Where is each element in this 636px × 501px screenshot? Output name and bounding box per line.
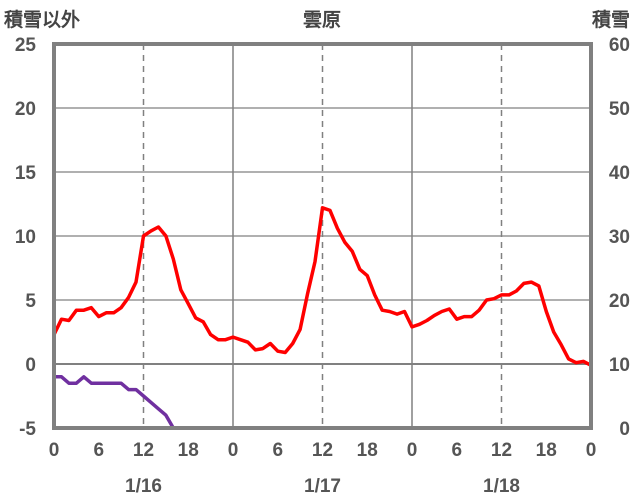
x-tick-label: 6 xyxy=(93,440,104,461)
series-layer xyxy=(52,206,593,430)
grid xyxy=(54,44,591,428)
left-axis-label: 積雪以外 xyxy=(4,8,80,31)
x-axis: 0 6 12 18 0 6 12 18 0 6 12 18 0 xyxy=(49,440,597,461)
right-y-axis: 0 10 20 30 40 50 60 xyxy=(609,35,630,440)
x-tick-label: 0 xyxy=(49,440,60,461)
right-tick-label: 50 xyxy=(609,99,630,120)
right-tick-label: 60 xyxy=(609,35,630,56)
day-label: 1/18 xyxy=(483,476,520,497)
day-labels: 1/16 1/17 1/18 xyxy=(125,476,520,497)
right-tick-label: 40 xyxy=(609,163,630,184)
right-tick-label: 20 xyxy=(609,291,630,312)
right-tick-label: 0 xyxy=(619,419,630,440)
left-tick-label: 20 xyxy=(15,99,36,120)
x-tick-label: 12 xyxy=(491,440,512,461)
left-tick-label: 5 xyxy=(25,291,36,312)
chart-title: 雲原 xyxy=(303,9,341,31)
x-tick-label: 18 xyxy=(357,440,378,461)
x-tick-label: 6 xyxy=(272,440,283,461)
x-tick-label: 18 xyxy=(536,440,557,461)
day-label: 1/16 xyxy=(125,476,162,497)
right-tick-label: 10 xyxy=(609,355,630,376)
left-tick-label: 25 xyxy=(15,35,37,56)
left-y-axis: -5 0 5 10 15 20 25 xyxy=(15,35,37,440)
day-label: 1/17 xyxy=(304,476,341,497)
x-tick-label: 12 xyxy=(312,440,333,461)
left-tick-label: 0 xyxy=(25,355,36,376)
right-axis-label: 積雪 xyxy=(592,8,630,31)
x-tick-label: 18 xyxy=(178,440,199,461)
x-tick-label: 6 xyxy=(451,440,462,461)
x-tick-label: 0 xyxy=(586,440,597,461)
temperature-line xyxy=(52,206,593,368)
x-tick-label: 0 xyxy=(228,440,239,461)
left-tick-label: 15 xyxy=(15,163,37,184)
left-tick-label: 10 xyxy=(15,227,36,248)
right-tick-label: 30 xyxy=(609,227,630,248)
x-tick-label: 0 xyxy=(407,440,418,461)
plot-frame xyxy=(52,42,593,430)
x-tick-label: 12 xyxy=(133,440,154,461)
left-tick-label: -5 xyxy=(19,419,36,440)
